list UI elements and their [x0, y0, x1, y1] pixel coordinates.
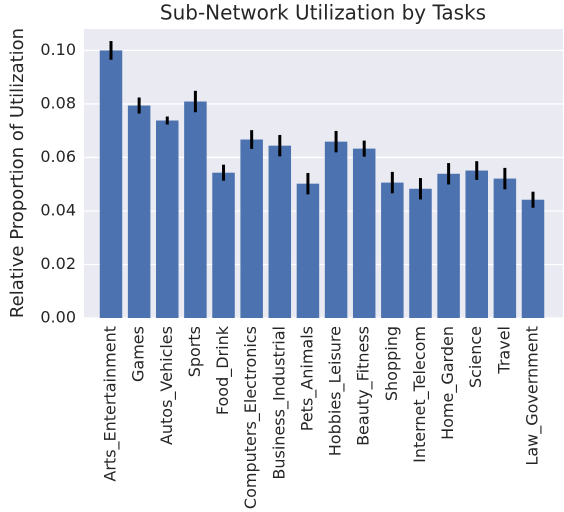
- bar: [493, 178, 517, 318]
- x-tick-label: Internet_Telecom: [410, 326, 430, 463]
- bar: [296, 183, 320, 318]
- x-tick-label: Home_Garden: [438, 326, 458, 440]
- bar: [324, 141, 348, 318]
- x-tick-label: Business_Industrial: [269, 326, 289, 480]
- bar: [127, 105, 151, 318]
- plot-background: [84, 29, 563, 318]
- bar: [465, 170, 488, 318]
- y-axis-label: Relative Proportion of Utilization: [7, 28, 28, 318]
- y-tick-label: 0.06: [40, 147, 76, 166]
- x-tick-label: Computers_Electronics: [241, 326, 261, 509]
- bar: [268, 145, 292, 318]
- y-tick-label: 0.00: [40, 308, 76, 327]
- y-tick-label: 0.08: [40, 93, 76, 112]
- bar: [184, 101, 207, 318]
- bar: [99, 50, 123, 318]
- x-tick-label: Shopping: [382, 326, 401, 401]
- x-tick-label: Games: [129, 326, 148, 382]
- y-tick-label: 0.04: [40, 200, 76, 219]
- y-tick-label: 0.10: [40, 40, 76, 59]
- bar: [212, 172, 235, 318]
- bar: [521, 199, 545, 318]
- bar: [437, 173, 460, 318]
- x-tick-label: Food_Drink: [213, 325, 233, 415]
- x-tick-label: Sports: [185, 326, 204, 377]
- chart-title: Sub-Network Utilization by Tasks: [160, 1, 486, 25]
- bar: [409, 188, 432, 318]
- bar: [381, 182, 404, 318]
- bar: [352, 148, 376, 318]
- x-tick-label: Autos_Vehicles: [157, 326, 177, 445]
- x-tick-label: Science: [466, 326, 485, 388]
- y-tick-label: 0.02: [40, 254, 76, 273]
- x-tick-label: Travel: [494, 326, 513, 375]
- x-tick-label: Beauty_Fitness: [354, 326, 374, 446]
- x-tick-label: Hobbies_Leisure: [326, 326, 346, 456]
- x-tick-label: Pets_Animals: [297, 326, 317, 431]
- bar: [156, 120, 179, 319]
- bar: [240, 139, 263, 318]
- x-tick-label: Law_Government: [523, 326, 543, 466]
- x-tick-label: Arts_Entertainment: [101, 326, 121, 482]
